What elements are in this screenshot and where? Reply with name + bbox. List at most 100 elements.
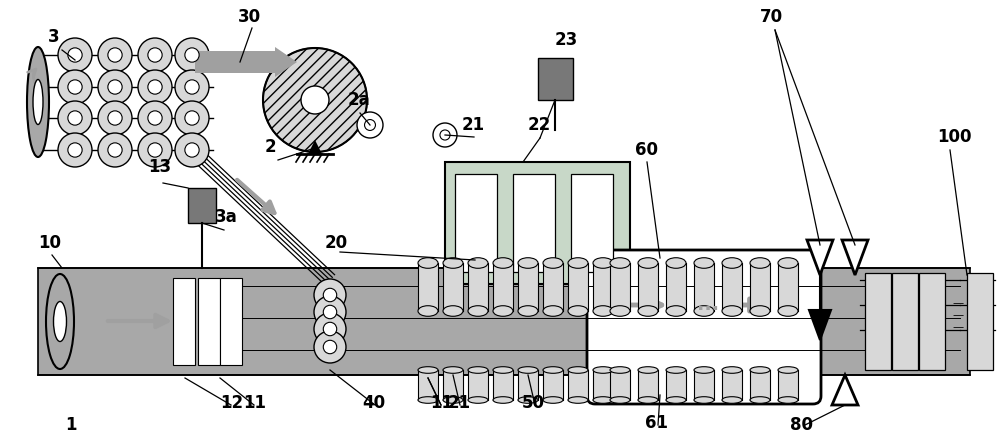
Ellipse shape xyxy=(778,396,798,403)
Bar xyxy=(610,263,630,311)
Circle shape xyxy=(138,133,172,167)
Ellipse shape xyxy=(666,396,686,403)
Bar xyxy=(538,58,573,100)
Bar xyxy=(666,370,686,400)
Text: 80: 80 xyxy=(790,416,813,434)
Circle shape xyxy=(58,133,92,167)
Circle shape xyxy=(314,331,346,363)
Bar xyxy=(919,273,945,370)
Circle shape xyxy=(148,80,162,94)
Bar xyxy=(722,263,742,311)
Ellipse shape xyxy=(694,367,714,373)
Bar xyxy=(694,370,714,400)
Text: 20: 20 xyxy=(325,234,348,252)
Circle shape xyxy=(301,86,329,114)
Bar xyxy=(543,263,563,311)
Text: 22: 22 xyxy=(528,116,551,134)
Circle shape xyxy=(138,70,172,104)
Circle shape xyxy=(108,111,122,125)
Bar xyxy=(593,263,613,311)
Ellipse shape xyxy=(568,396,588,403)
Bar xyxy=(610,370,630,400)
Circle shape xyxy=(108,143,122,157)
Ellipse shape xyxy=(493,306,513,316)
Ellipse shape xyxy=(778,258,798,268)
Bar xyxy=(493,370,513,400)
Bar xyxy=(518,263,538,311)
Ellipse shape xyxy=(518,367,538,373)
Bar xyxy=(220,278,242,365)
Circle shape xyxy=(323,340,337,354)
Ellipse shape xyxy=(418,396,438,403)
Ellipse shape xyxy=(468,306,488,316)
Bar xyxy=(571,174,613,272)
FancyArrow shape xyxy=(195,47,297,77)
Ellipse shape xyxy=(750,367,770,373)
Bar xyxy=(892,273,918,370)
Bar xyxy=(493,263,513,311)
Ellipse shape xyxy=(493,258,513,268)
Circle shape xyxy=(175,101,209,135)
Text: 12: 12 xyxy=(220,394,243,412)
Circle shape xyxy=(185,143,199,157)
Ellipse shape xyxy=(750,396,770,403)
Ellipse shape xyxy=(468,258,488,268)
Bar xyxy=(173,278,195,365)
Bar xyxy=(468,263,488,311)
Text: 10: 10 xyxy=(38,234,61,252)
Bar xyxy=(638,263,658,311)
Bar xyxy=(188,188,216,223)
Ellipse shape xyxy=(610,306,630,316)
Ellipse shape xyxy=(27,47,49,157)
Ellipse shape xyxy=(543,306,563,316)
Circle shape xyxy=(323,305,337,319)
Circle shape xyxy=(148,111,162,125)
Circle shape xyxy=(185,48,199,62)
Ellipse shape xyxy=(443,396,463,403)
Ellipse shape xyxy=(638,367,658,373)
Ellipse shape xyxy=(518,258,538,268)
Text: 60: 60 xyxy=(635,141,658,159)
Bar xyxy=(198,278,220,365)
Ellipse shape xyxy=(543,258,563,268)
Ellipse shape xyxy=(418,367,438,373)
Ellipse shape xyxy=(610,367,630,373)
Bar xyxy=(778,263,798,311)
Circle shape xyxy=(314,296,346,328)
Ellipse shape xyxy=(722,367,742,373)
Bar xyxy=(568,263,588,311)
Polygon shape xyxy=(308,140,322,154)
Circle shape xyxy=(108,80,122,94)
Ellipse shape xyxy=(610,396,630,403)
Circle shape xyxy=(175,133,209,167)
Ellipse shape xyxy=(518,306,538,316)
Ellipse shape xyxy=(722,396,742,403)
Bar xyxy=(418,370,438,400)
Circle shape xyxy=(108,48,122,62)
Circle shape xyxy=(314,313,346,345)
Circle shape xyxy=(98,133,132,167)
FancyBboxPatch shape xyxy=(587,250,821,404)
Bar xyxy=(443,263,463,311)
Bar xyxy=(468,370,488,400)
Bar xyxy=(865,273,891,370)
Bar xyxy=(455,174,497,272)
Ellipse shape xyxy=(694,306,714,316)
Circle shape xyxy=(58,38,92,72)
Text: 2: 2 xyxy=(265,138,277,156)
Ellipse shape xyxy=(468,396,488,403)
Ellipse shape xyxy=(593,367,613,373)
Circle shape xyxy=(433,123,457,147)
Text: 50: 50 xyxy=(522,394,545,412)
Ellipse shape xyxy=(666,306,686,316)
Bar xyxy=(518,370,538,400)
Ellipse shape xyxy=(418,306,438,316)
Circle shape xyxy=(148,48,162,62)
Ellipse shape xyxy=(468,367,488,373)
Circle shape xyxy=(138,38,172,72)
Circle shape xyxy=(185,80,199,94)
Circle shape xyxy=(323,322,337,336)
Text: 11: 11 xyxy=(430,394,453,412)
Ellipse shape xyxy=(722,306,742,316)
Bar xyxy=(513,174,555,272)
